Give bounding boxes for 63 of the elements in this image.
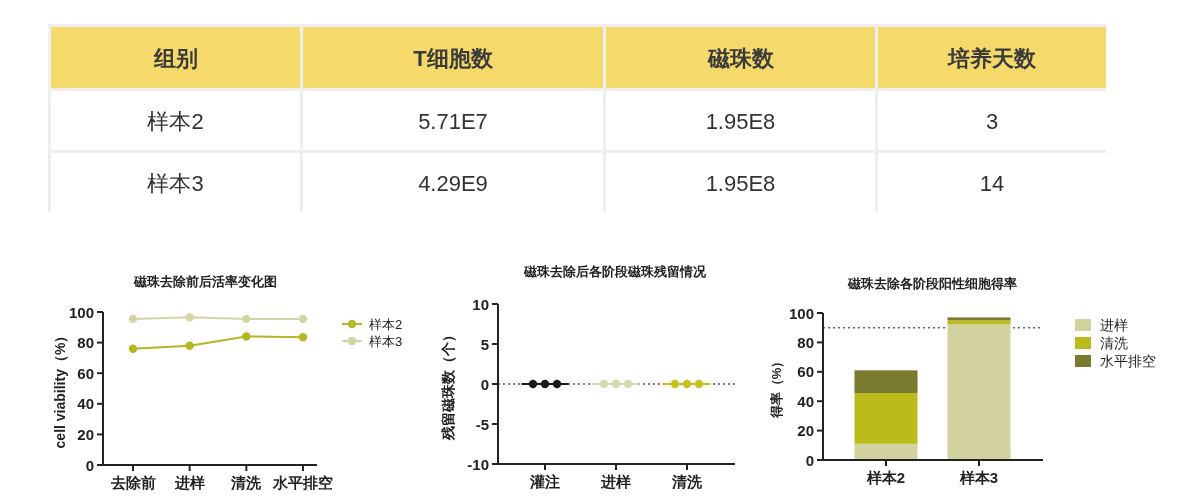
y-tick-label: 20 [77,425,94,443]
point [185,313,194,322]
y-tick-label: 0 [805,451,814,469]
chart-title: 磁珠去除后各阶段磁珠残留情况 [523,263,707,279]
point [128,344,138,353]
x-tick-label: 水平排空 [272,473,333,491]
y-tick-label: 40 [77,395,94,413]
y-tick-label: -5 [475,415,489,433]
text: 样本2 [147,109,204,134]
legend-label: 样本2 [369,316,403,332]
y-tick-label: 5 [480,335,489,353]
x-tick-label: 灌注 [529,472,560,490]
point [185,341,194,350]
bar [854,443,918,460]
text: 3 [985,109,999,134]
y-tick-label: 10 [472,295,489,313]
x-tick-label: 清洗 [671,472,703,490]
x-tick-label: 清洗 [230,473,263,491]
x-tick-label: 样本2 [865,468,906,486]
point [242,314,251,324]
text: 1.95E8 [705,171,776,196]
x-tick-label: 进样 [173,473,205,491]
y-axis-title: 得率（%） [768,354,784,420]
y-tick-label: 100 [68,303,94,321]
y-tick-label: 80 [797,333,814,351]
text: 1.95E8 [705,109,776,134]
legend-label: 样本3 [369,333,403,349]
text: 14 [979,171,1005,196]
bar [947,320,1011,325]
category-label: 培养天数 [947,46,1037,71]
y-tick-label: 0 [480,375,489,393]
legend-label: 水平排空 [1100,353,1156,369]
y-axis-title: cell viability（%） [52,328,68,449]
x-tick-label: 进样 [600,472,631,490]
category-label: T细胞数 [413,46,494,71]
text: 5.71E7 [418,109,488,134]
legend-label: 进样 [1100,317,1128,333]
x-tick-label: 样本3 [958,468,999,486]
point [298,333,308,342]
point [242,332,251,341]
x-tick-label: 去除前 [109,473,156,491]
bar [854,393,918,444]
chart-title: 磁珠去除前后活率变化图 [132,273,277,289]
text: 样本3 [147,171,204,196]
chart-title: 磁珠去除各阶段阳性细胞得率 [846,275,1017,291]
legend-label: 清洗 [1100,335,1128,351]
y-tick-label: 60 [77,364,94,382]
y-tick-label: 60 [797,363,814,381]
text: 4.29E9 [418,171,488,196]
category-label: 组别 [152,46,198,71]
y-tick-label: 80 [77,334,94,352]
y-tick-label: 40 [797,392,814,410]
y-axis-title: 残留磁珠数（个） [440,328,456,441]
y-tick-label: 100 [788,304,814,322]
bar [947,317,1011,321]
y-tick-label: 0 [85,456,94,474]
y-tick-label: 20 [797,422,814,440]
bar [947,324,1011,460]
bar [854,370,918,394]
y-tick-label: -10 [467,455,489,473]
category-label: 磁珠数 [706,46,775,71]
point [128,314,138,324]
point [298,314,308,324]
